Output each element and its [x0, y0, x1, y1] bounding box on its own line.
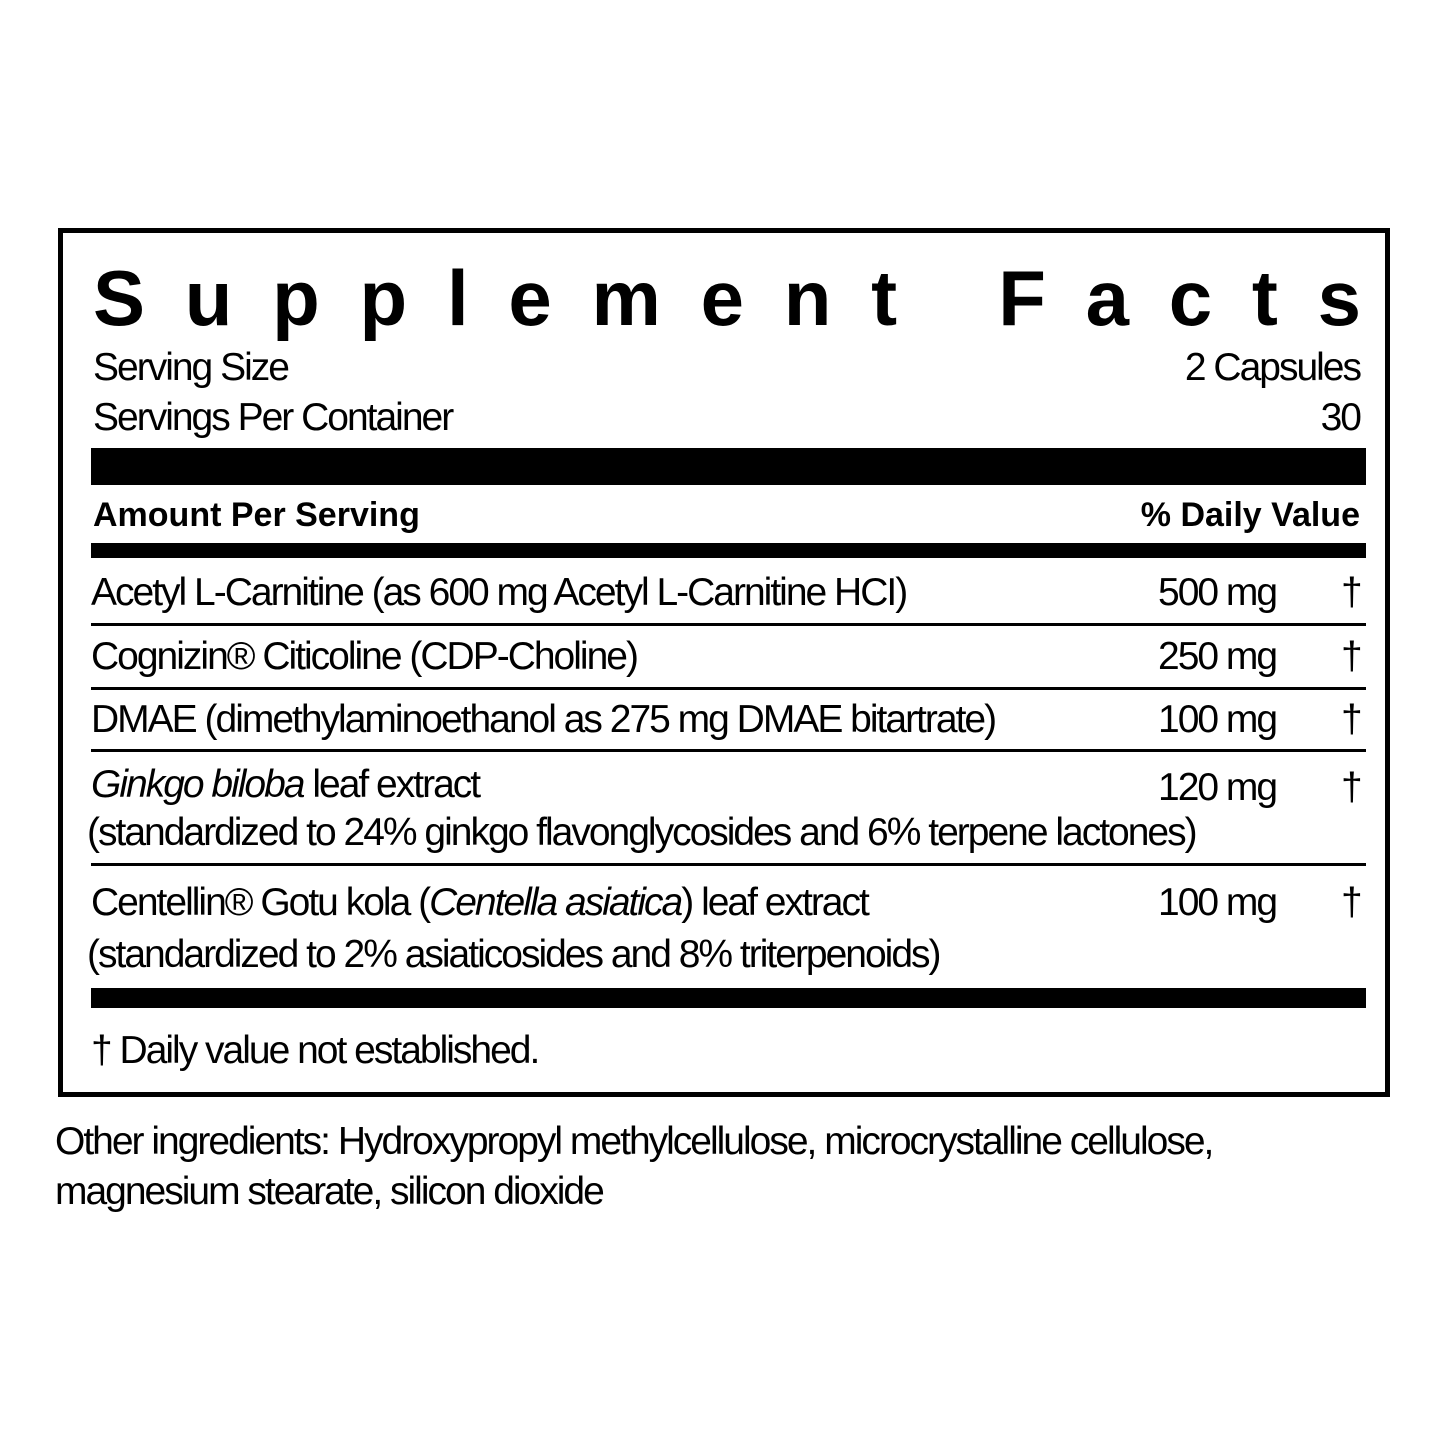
thick-divider-bottom [91, 988, 1366, 1008]
title-letter: a [1085, 254, 1129, 342]
ingredient-name-italic: Centella asiatica [429, 881, 683, 924]
ingredient-amount: 100 mg [1158, 881, 1278, 924]
amount-per-serving-header: Amount Per Serving [93, 496, 420, 534]
daily-value-header: % Daily Value [1140, 496, 1360, 534]
ingredient-name-rest: ) leaf extract [681, 881, 870, 924]
title-letter: F [998, 254, 1046, 342]
ingredient-amount: 250 mg [1158, 635, 1278, 678]
dagger-mark: † [1341, 698, 1363, 741]
row-divider [91, 623, 1366, 626]
ingredient-amount: 500 mg [1158, 571, 1278, 614]
title-letter [937, 259, 959, 337]
title-letter: S [93, 254, 146, 342]
other-ingredients-line-1: Other ingredients: Hydroxypropyl methylc… [55, 1120, 1214, 1163]
ingredient-name: DMAE (dimethylaminoethanol as 275 mg DMA… [91, 698, 997, 741]
ingredient-standardization: (standardized to 2% asiaticosides and 8%… [87, 933, 942, 976]
medium-divider [91, 543, 1366, 558]
title-letter: u [184, 254, 233, 342]
footnote: † Daily value not established. [91, 1029, 540, 1072]
ingredient-standardization: (standardized to 24% ginkgo flavonglycos… [87, 811, 1198, 854]
title-letter: e [700, 254, 744, 342]
row-divider [91, 749, 1366, 752]
title-letter: m [591, 254, 661, 342]
ingredient-amount: 100 mg [1158, 698, 1278, 741]
ingredient-name: Centellin® Gotu kola (Centella asiatica)… [91, 881, 870, 924]
ingredient-name: Acetyl L-Carnitine (as 600 mg Acetyl L-C… [91, 571, 908, 614]
dagger-mark: † [1341, 766, 1363, 809]
title-letter: n [783, 254, 832, 342]
dagger-mark: † [1341, 881, 1363, 924]
serving-size-label: Serving Size [93, 346, 290, 389]
ingredient-name-italic: Ginkgo biloba [91, 763, 305, 806]
title-letter: t [871, 254, 898, 342]
thick-divider [91, 448, 1366, 485]
other-ingredients-line-2: magnesium stearate, silicon dioxide [55, 1170, 605, 1213]
row-divider [91, 863, 1366, 866]
dagger-mark: † [1341, 635, 1363, 678]
title-letter: p [359, 254, 408, 342]
dagger-mark: † [1341, 571, 1363, 614]
row-divider [91, 687, 1366, 690]
title-letter: t [1251, 254, 1278, 342]
servings-per-container-label: Servings Per Container [93, 396, 454, 439]
ingredient-name-rest: leaf extract [303, 763, 481, 806]
servings-per-container-value: 30 [1320, 396, 1362, 439]
title-letter: e [508, 254, 552, 342]
title-letter: s [1317, 254, 1361, 342]
ingredient-amount: 120 mg [1158, 766, 1278, 809]
ingredient-name: Ginkgo biloba leaf extract [91, 763, 481, 806]
serving-size-value: 2 Capsules [1184, 346, 1362, 389]
title-letter: l [446, 254, 469, 342]
ingredient-name-pre: Centellin® Gotu kola ( [91, 881, 431, 924]
title-letter: p [272, 254, 320, 342]
ingredient-name: Cognizin® Citicoline (CDP-Choline) [91, 635, 639, 678]
title-letter: c [1168, 254, 1213, 342]
